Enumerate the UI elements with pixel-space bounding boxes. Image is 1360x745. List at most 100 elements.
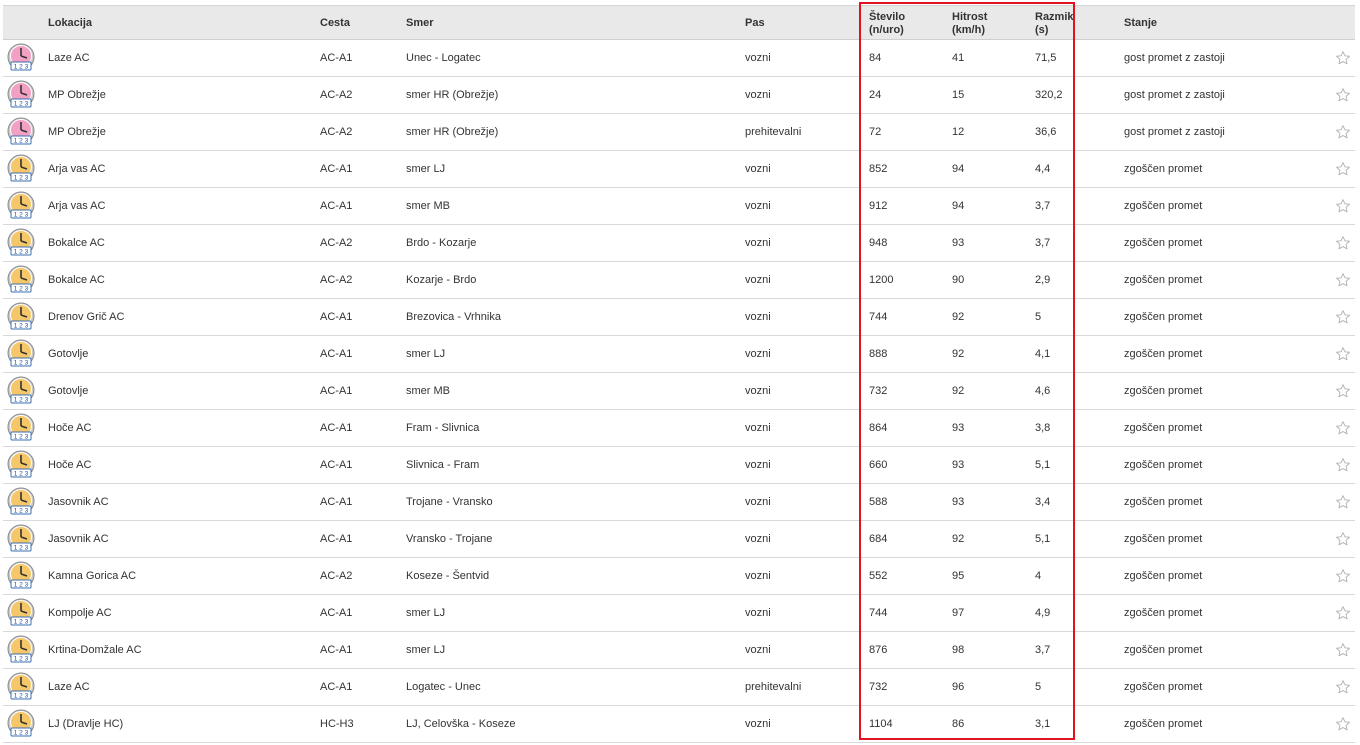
cell-razmik: 4,9 (1035, 607, 1051, 619)
favorite-star-icon[interactable] (1335, 309, 1351, 325)
cell-cesta: AC-A1 (320, 163, 353, 175)
cell-pas: vozni (745, 348, 771, 360)
table-row[interactable]: 1 2 3 Bokalce AC AC-A2 Brdo - Kozarje vozni 9… (3, 225, 1355, 262)
cell-lokacija: Arja vas AC (48, 200, 106, 212)
cell-cesta: AC-A2 (320, 89, 353, 101)
table-row[interactable]: 1 2 3 Hoče AC AC-A1 Fram - Slivnica vozni 864… (3, 410, 1355, 447)
column-header-hitrost[interactable]: Hitrost (km/h) (952, 6, 987, 41)
column-header-smer[interactable]: Smer (406, 17, 434, 29)
cell-stevilo: 684 (869, 533, 888, 545)
cell-lokacija: Bokalce AC (48, 274, 105, 286)
svg-text:1 2 3: 1 2 3 (14, 582, 29, 589)
cell-cesta: AC-A2 (320, 237, 353, 249)
cell-pas: vozni (745, 237, 771, 249)
table-row[interactable]: 1 2 3 Gotovlje AC-A1 smer MB vozni 732 92 4,6 zg… (3, 373, 1355, 410)
table-row[interactable]: 1 2 3 Bokalce AC AC-A2 Kozarje - Brdo vozni 1… (3, 262, 1355, 299)
table-row[interactable]: 1 2 3 Gotovlje AC-A1 smer LJ vozni 888 92 4,1 zg… (3, 336, 1355, 373)
cell-stevilo: 552 (869, 570, 888, 582)
favorite-star-icon[interactable] (1335, 679, 1351, 695)
cell-pas: vozni (745, 644, 771, 656)
cell-stevilo: 84 (869, 52, 882, 64)
cell-cesta: AC-A1 (320, 459, 353, 471)
svg-text:1 2 3: 1 2 3 (14, 545, 29, 552)
traffic-counter-dense-icon: 1 2 3 (6, 450, 36, 480)
table-row[interactable]: 1 2 3 Jasovnik AC AC-A1 Trojane - Vransko vo… (3, 484, 1355, 521)
cell-razmik: 3,1 (1035, 718, 1051, 730)
cell-pas: vozni (745, 200, 771, 212)
traffic-counter-dense-icon: 1 2 3 (6, 265, 36, 295)
cell-stanje: zgoščen promet (1124, 422, 1203, 434)
cell-cesta: AC-A1 (320, 681, 353, 693)
table-row[interactable]: 1 2 3 Kompolje AC AC-A1 smer LJ vozni 744 97 4,… (3, 595, 1355, 632)
cell-stevilo: 24 (869, 89, 882, 101)
svg-text:1 2 3: 1 2 3 (14, 101, 29, 108)
favorite-star-icon[interactable] (1335, 716, 1351, 732)
cell-cesta: AC-A1 (320, 607, 353, 619)
favorite-star-icon[interactable] (1335, 420, 1351, 436)
table-row[interactable]: 1 2 3 Laze AC AC-A1 Unec - Logatec vozni 84 41… (3, 40, 1355, 77)
table-row[interactable]: 1 2 3 Hoče AC AC-A1 Slivnica - Fram vozni 660… (3, 447, 1355, 484)
favorite-star-icon[interactable] (1335, 50, 1351, 66)
favorite-star-icon[interactable] (1335, 494, 1351, 510)
cell-lokacija: LJ (Dravlje HC) (48, 718, 124, 730)
cell-stevilo: 744 (869, 311, 888, 323)
cell-hitrost: 93 (952, 422, 965, 434)
traffic-counter-dense-icon: 1 2 3 (6, 524, 36, 554)
favorite-star-icon[interactable] (1335, 124, 1351, 140)
favorite-star-icon[interactable] (1335, 568, 1351, 584)
cell-lokacija: Kompolje AC (48, 607, 112, 619)
favorite-star-icon[interactable] (1335, 605, 1351, 621)
favorite-star-icon[interactable] (1335, 235, 1351, 251)
cell-pas: prehitevalni (745, 681, 802, 693)
svg-text:1 2 3: 1 2 3 (14, 64, 29, 71)
table-row[interactable]: 1 2 3 MP Obrežje AC-A2 smer HR (Obrežje) voz… (3, 77, 1355, 114)
favorite-star-icon[interactable] (1335, 457, 1351, 473)
cell-stanje: zgoščen promet (1124, 274, 1203, 286)
favorite-star-icon[interactable] (1335, 87, 1351, 103)
cell-hitrost: 97 (952, 607, 965, 619)
cell-hitrost: 92 (952, 311, 965, 323)
table-row[interactable]: 1 2 3 Drenov Grič AC AC-A1 Brezovica - Vrhn… (3, 299, 1355, 336)
cell-lokacija: Krtina-Domžale AC (48, 644, 142, 656)
column-header-razmik[interactable]: Razmik (s) (1035, 6, 1074, 41)
cell-smer: Unec - Logatec (406, 52, 481, 64)
traffic-counter-dense-icon: 1 2 3 (6, 302, 36, 332)
cell-razmik: 4,1 (1035, 348, 1051, 360)
favorite-star-icon[interactable] (1335, 531, 1351, 547)
cell-hitrost: 90 (952, 274, 965, 286)
column-header-pas[interactable]: Pas (745, 17, 765, 29)
favorite-star-icon[interactable] (1335, 198, 1351, 214)
column-header-lokacija[interactable]: Lokacija (48, 17, 93, 29)
cell-smer: smer MB (406, 385, 450, 397)
favorite-star-icon[interactable] (1335, 272, 1351, 288)
cell-stanje: zgoščen promet (1124, 718, 1203, 730)
cell-smer: Brezovica - Vrhnika (406, 311, 501, 323)
cell-hitrost: 95 (952, 570, 965, 582)
table-row[interactable]: 1 2 3 MP Obrežje AC-A2 smer HR (Obrežje) pre… (3, 114, 1355, 151)
cell-razmik: 2,9 (1035, 274, 1051, 286)
table-row[interactable]: 1 2 3 Laze AC AC-A1 Logatec - Unec prehiteva… (3, 669, 1355, 706)
cell-stevilo: 912 (869, 200, 888, 212)
favorite-star-icon[interactable] (1335, 383, 1351, 399)
cell-hitrost: 92 (952, 533, 965, 545)
traffic-counters-table: Lokacija Cesta Smer Pas Število (n/uro) … (3, 5, 1355, 743)
favorite-star-icon[interactable] (1335, 346, 1351, 362)
table-row[interactable]: 1 2 3 Krtina-Domžale AC AC-A1 smer LJ vozni 8… (3, 632, 1355, 669)
column-header-stanje[interactable]: Stanje (1124, 17, 1158, 29)
cell-stanje: zgoščen promet (1124, 385, 1203, 397)
favorite-star-icon[interactable] (1335, 642, 1351, 658)
traffic-counter-congested-icon: 1 2 3 (6, 80, 36, 110)
column-header-cesta[interactable]: Cesta (320, 17, 350, 29)
cell-razmik: 4,4 (1035, 163, 1051, 175)
cell-lokacija: Hoče AC (48, 459, 92, 471)
favorite-star-icon[interactable] (1335, 161, 1351, 177)
table-row[interactable]: 1 2 3 Arja vas AC AC-A1 smer LJ vozni 852 94 4,… (3, 151, 1355, 188)
table-row[interactable]: 1 2 3 Arja vas AC AC-A1 smer MB vozni 912 94 3,… (3, 188, 1355, 225)
cell-razmik: 3,7 (1035, 237, 1051, 249)
cell-smer: Brdo - Kozarje (406, 237, 477, 249)
column-header-stevilo[interactable]: Število (n/uro) (869, 6, 905, 41)
traffic-counter-dense-icon: 1 2 3 (6, 487, 36, 517)
table-row[interactable]: 1 2 3 Kamna Gorica AC AC-A2 Koseze - Šentvi… (3, 558, 1355, 595)
table-row[interactable]: 1 2 3 LJ (Dravlje HC) HC-H3 LJ, Celovška - … (3, 706, 1355, 743)
table-row[interactable]: 1 2 3 Jasovnik AC AC-A1 Vransko - Trojane vo… (3, 521, 1355, 558)
